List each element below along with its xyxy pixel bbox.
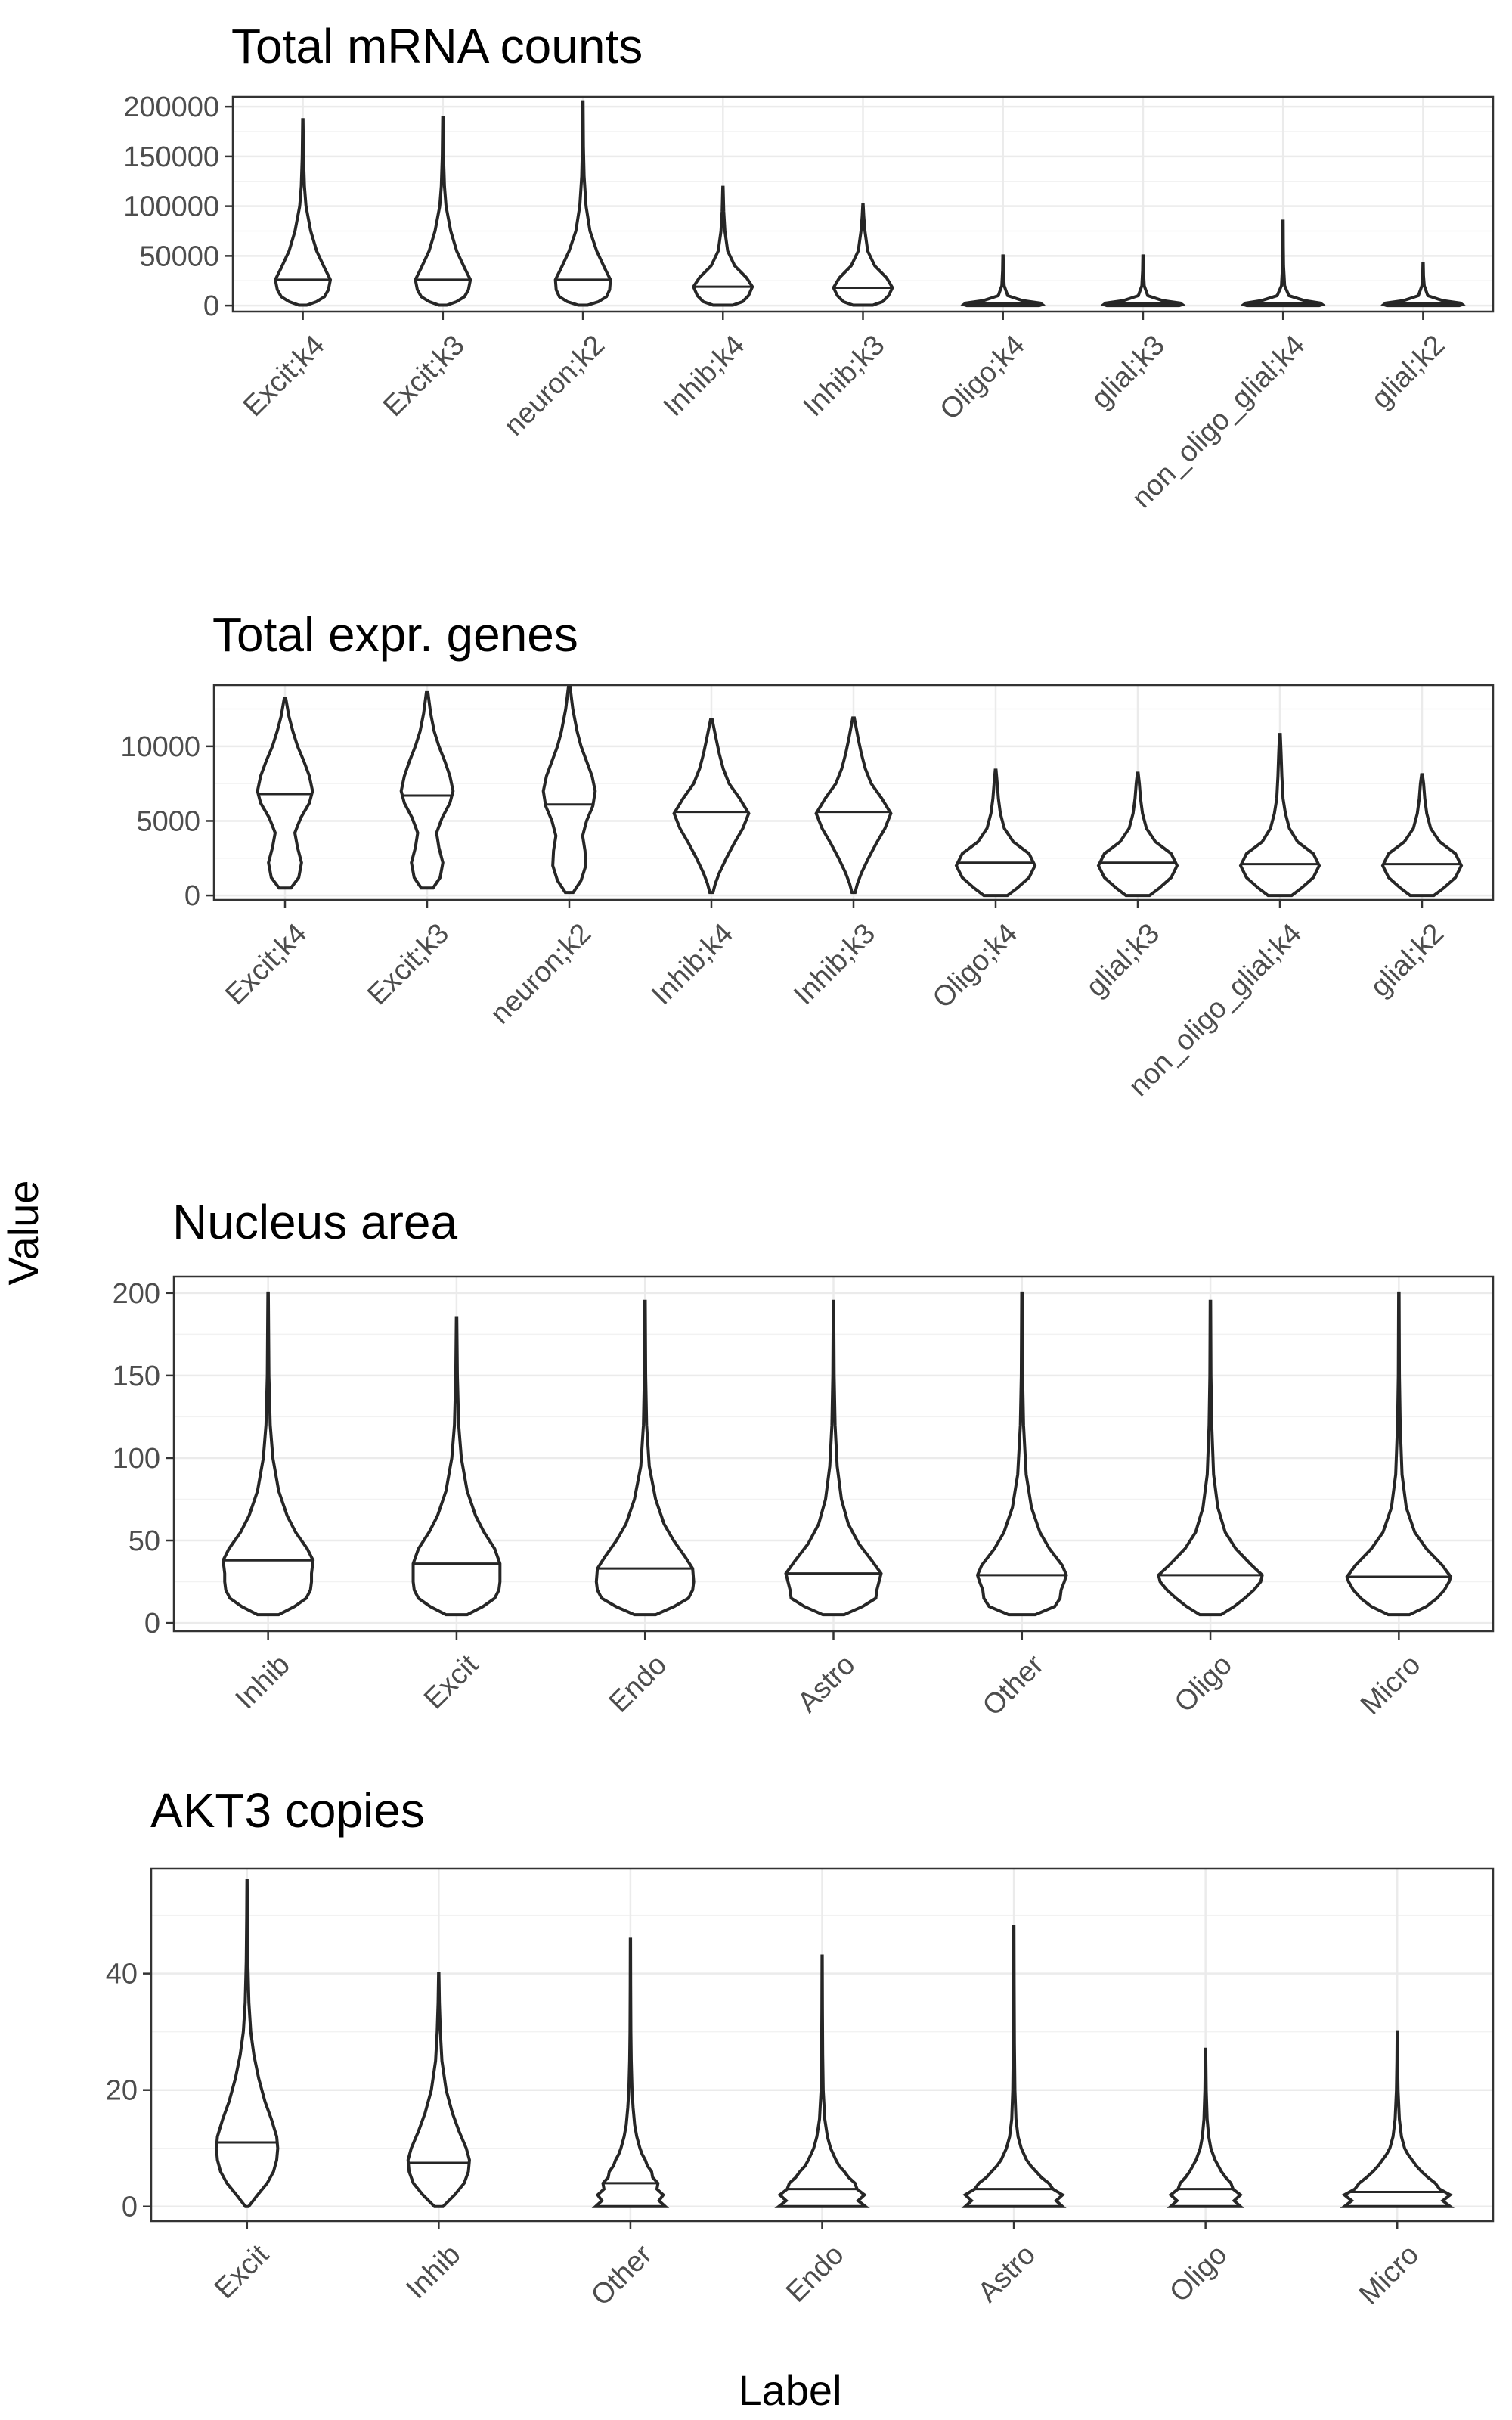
panel-total-mrna-counts: Total mRNA counts 0 50000 100000 150000 2000… — [123, 19, 1495, 514]
violin-astro — [784, 1299, 883, 1617]
x-tick-label: Oligo;k4 — [934, 329, 1030, 426]
y-tick-label: 100 — [113, 1443, 160, 1475]
panel-title: Nucleus area — [172, 1195, 458, 1249]
violin-endo — [594, 1299, 696, 1617]
x-tick-label: Micro — [1355, 1649, 1427, 1720]
violin-glial-k2 — [1380, 262, 1466, 308]
violin-other — [591, 1937, 670, 2208]
x-tick-label: Inhib — [400, 2238, 466, 2305]
violin-micro — [1345, 1291, 1453, 1617]
x-tick-label: Inhib;k4 — [646, 917, 739, 1011]
y-tick-label: 150 — [113, 1360, 160, 1392]
panel-title: AKT3 copies — [150, 1783, 425, 1838]
violin-micro — [1340, 2030, 1455, 2208]
violin-inhib — [222, 1291, 315, 1617]
x-tick-label: Oligo — [1163, 2238, 1233, 2308]
violin-non-oligo-glial-k4 — [1238, 733, 1321, 898]
panel-title: Total mRNA counts — [231, 19, 643, 73]
violin-other — [975, 1291, 1068, 1617]
violin-inhib-k4 — [692, 185, 754, 307]
violin-excit-k4 — [274, 118, 333, 307]
x-tick-label: Inhib;k3 — [798, 329, 891, 423]
x-tick-label: Inhib — [230, 1649, 296, 1715]
y-tick-label: 50 — [129, 1525, 160, 1557]
y-tick-label: 0 — [144, 1608, 160, 1640]
x-tick-label: Excit;k4 — [219, 917, 313, 1011]
panel-title: Total expr. genes — [212, 607, 578, 662]
violin-oligo — [1157, 1299, 1264, 1617]
plot-area: 0 50 100 150 200 Inhib Excit Endo Astro Other Olig… — [113, 1275, 1495, 1722]
y-tick-label: 50000 — [139, 240, 219, 272]
y-tick-label: 100000 — [123, 191, 219, 223]
x-tick-label: Astro — [972, 2238, 1042, 2308]
x-tick-label: Other — [585, 2238, 658, 2312]
y-tick-label: 20 — [106, 2075, 138, 2107]
violin-astro — [961, 1925, 1067, 2208]
x-tick-label: Excit;k4 — [237, 329, 331, 423]
x-tick-label: Oligo — [1169, 1649, 1238, 1718]
x-tick-label: Oligo;k4 — [927, 917, 1024, 1014]
x-tick-label: Excit — [418, 1649, 485, 1715]
y-tick-label: 0 — [184, 880, 200, 912]
violin-inhib-k4 — [672, 718, 751, 895]
x-tick-label: Endo — [603, 1649, 673, 1718]
x-tick-label: glial;k3 — [1086, 329, 1171, 414]
violin-oligo-k4 — [954, 768, 1037, 898]
x-tick-label: Inhib;k3 — [788, 917, 881, 1011]
x-tick-label: glial;k2 — [1365, 329, 1451, 414]
x-tick-label: Micro — [1353, 2238, 1425, 2310]
violin-excit-k3 — [399, 690, 455, 890]
x-axis-label: Label — [738, 2366, 841, 2414]
y-axis-label: Value — [0, 1180, 47, 1285]
panel-nucleus-area: Nucleus area 0 50 100 150 200 Inhib Excit Endo A… — [113, 1195, 1495, 1722]
x-tick-label: Inhib;k4 — [658, 329, 751, 423]
violin-inhib-k3 — [832, 203, 894, 307]
violin-excit — [215, 1879, 280, 2208]
plot-area: 0 5000 10000 Excit;k4 Excit;k3 neuron;k2 Inhib… — [120, 684, 1495, 1103]
violin-neuron-k2 — [541, 684, 597, 895]
violin-excit-k3 — [414, 116, 472, 307]
y-tick-label: 0 — [203, 290, 219, 322]
violin-oligo — [1167, 2047, 1244, 2208]
violin-glial-k3 — [1096, 771, 1179, 898]
y-tick-label: 200000 — [123, 92, 219, 123]
x-tick-label: Excit — [209, 2238, 275, 2305]
violin-neuron-k2 — [553, 100, 612, 307]
y-tick-label: 40 — [106, 1959, 138, 1990]
violin-glial-k2 — [1380, 773, 1464, 898]
panel-total-expr-genes: Total expr. genes 0 5000 10000 Excit;k4 Exci… — [120, 607, 1495, 1103]
x-tick-label: Excit;k3 — [377, 329, 471, 423]
y-tick-label: 10000 — [120, 731, 200, 763]
violin-endo — [774, 1954, 870, 2208]
x-tick-label: glial;k3 — [1080, 917, 1166, 1003]
x-tick-label: glial;k2 — [1365, 917, 1450, 1003]
x-tick-label: Excit;k3 — [361, 917, 455, 1011]
x-tick-label: Endo — [780, 2238, 850, 2308]
violin-excit — [411, 1316, 502, 1617]
plot-area: 0 50000 100000 150000 200000 Excit;k4 Excit;k3… — [123, 92, 1495, 514]
y-tick-label: 200 — [113, 1278, 160, 1310]
y-tick-label: 150000 — [123, 141, 219, 173]
plot-area: 0 20 40 Excit Inhib Other Endo Astro Oligo Micro — [106, 1867, 1495, 2312]
violin-inhib-k3 — [814, 716, 893, 895]
y-tick-label: 5000 — [136, 805, 200, 837]
x-tick-label: neuron;k2 — [498, 329, 611, 442]
panel-akt3-copies: AKT3 copies 0 20 40 Excit Inhib Other Endo Astr… — [106, 1783, 1495, 2312]
x-tick-label: Astro — [792, 1649, 861, 1718]
x-tick-label: Other — [977, 1649, 1050, 1722]
y-tick-label: 0 — [122, 2192, 138, 2223]
violin-non-oligo-glial-k4 — [1240, 219, 1326, 308]
x-tick-label: neuron;k2 — [485, 917, 597, 1030]
